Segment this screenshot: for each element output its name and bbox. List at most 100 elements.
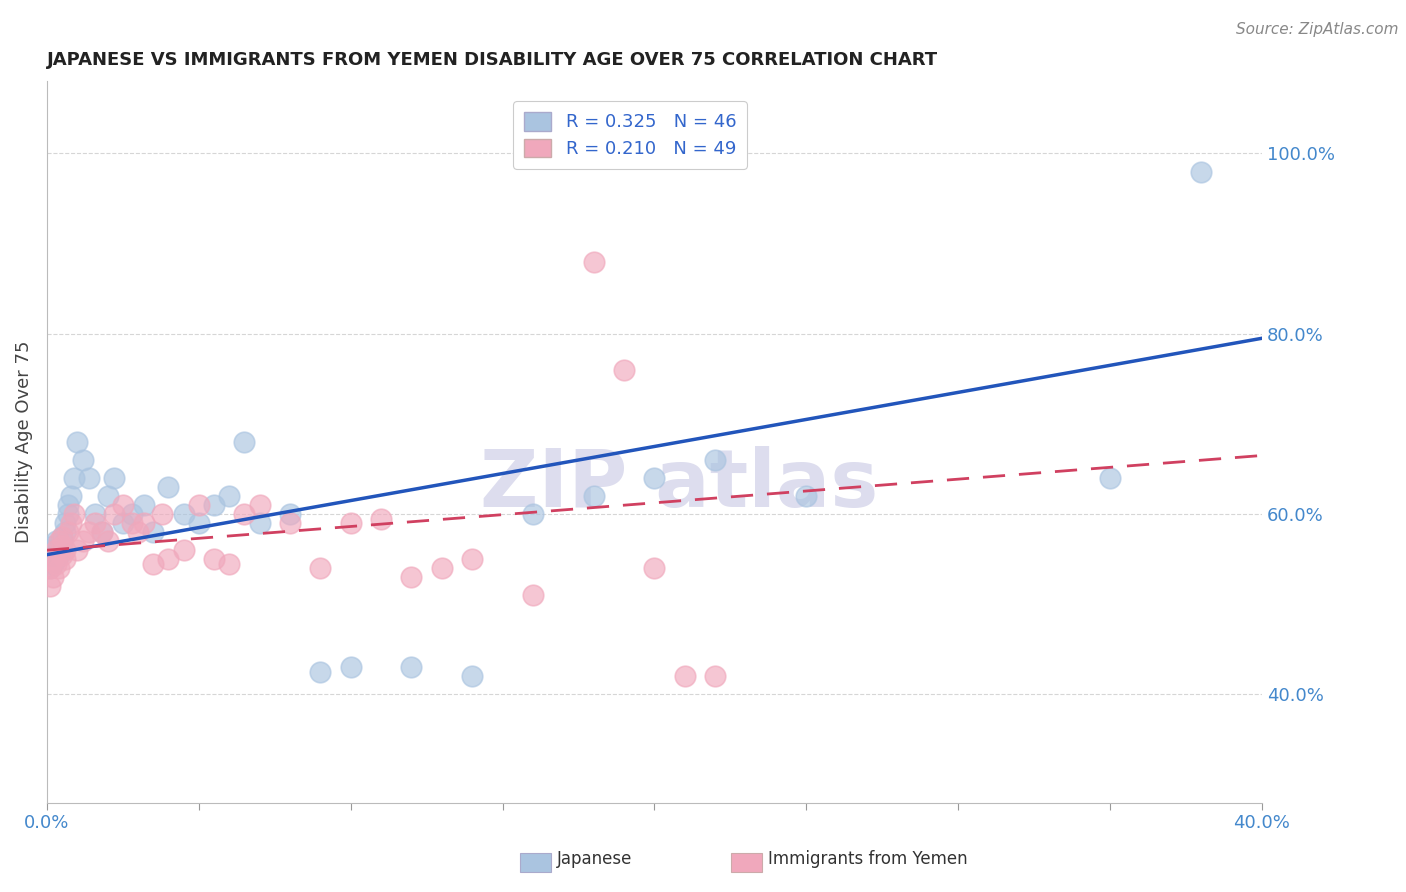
Point bbox=[45, 543, 67, 558]
Point bbox=[39, 561, 62, 575]
Text: Japanese: Japanese bbox=[557, 850, 633, 868]
Point bbox=[461, 669, 484, 683]
Point bbox=[45, 534, 67, 549]
Point bbox=[522, 588, 544, 602]
Point bbox=[79, 525, 101, 540]
Point bbox=[643, 561, 665, 575]
Point bbox=[84, 516, 107, 530]
Point bbox=[60, 489, 83, 503]
Point bbox=[309, 561, 332, 575]
Point bbox=[218, 489, 240, 503]
Point bbox=[339, 660, 361, 674]
Point bbox=[97, 534, 120, 549]
Point bbox=[56, 498, 79, 512]
Point bbox=[72, 453, 94, 467]
Point bbox=[53, 516, 76, 530]
Point bbox=[103, 471, 125, 485]
Text: JAPANESE VS IMMIGRANTS FROM YEMEN DISABILITY AGE OVER 75 CORRELATION CHART: JAPANESE VS IMMIGRANTS FROM YEMEN DISABI… bbox=[46, 51, 938, 69]
Point bbox=[173, 507, 195, 521]
Point bbox=[1189, 164, 1212, 178]
Point bbox=[63, 507, 86, 521]
Point bbox=[45, 552, 67, 566]
Point bbox=[173, 543, 195, 558]
Point bbox=[39, 561, 62, 575]
Point bbox=[42, 539, 65, 553]
Point bbox=[132, 516, 155, 530]
Point bbox=[103, 507, 125, 521]
Point bbox=[613, 363, 636, 377]
Point bbox=[51, 539, 73, 553]
Point bbox=[704, 669, 727, 683]
Point bbox=[582, 254, 605, 268]
Point bbox=[430, 561, 453, 575]
Point bbox=[202, 552, 225, 566]
Point bbox=[121, 507, 143, 521]
Point bbox=[45, 557, 67, 571]
Point bbox=[63, 471, 86, 485]
Point bbox=[704, 453, 727, 467]
Point bbox=[48, 548, 70, 562]
Point bbox=[401, 570, 423, 584]
Point bbox=[157, 552, 180, 566]
Point bbox=[48, 543, 70, 558]
Point bbox=[51, 548, 73, 562]
Point bbox=[51, 530, 73, 544]
Point bbox=[1098, 471, 1121, 485]
Point bbox=[39, 543, 62, 558]
Point bbox=[249, 498, 271, 512]
Point bbox=[66, 434, 89, 449]
Point bbox=[401, 660, 423, 674]
Point bbox=[90, 525, 112, 540]
Point bbox=[90, 525, 112, 540]
Point bbox=[56, 507, 79, 521]
Point bbox=[278, 507, 301, 521]
Point bbox=[582, 489, 605, 503]
Y-axis label: Disability Age Over 75: Disability Age Over 75 bbox=[15, 341, 32, 543]
Point bbox=[97, 489, 120, 503]
Text: Source: ZipAtlas.com: Source: ZipAtlas.com bbox=[1236, 22, 1399, 37]
Point bbox=[673, 669, 696, 683]
Point bbox=[66, 543, 89, 558]
Point bbox=[42, 570, 65, 584]
Point bbox=[51, 530, 73, 544]
Point bbox=[53, 543, 76, 558]
Text: ZIP atlas: ZIP atlas bbox=[479, 446, 877, 524]
Point bbox=[461, 552, 484, 566]
Point bbox=[111, 516, 134, 530]
Point bbox=[79, 471, 101, 485]
Point bbox=[278, 516, 301, 530]
Point bbox=[187, 516, 209, 530]
Point bbox=[132, 498, 155, 512]
Point bbox=[42, 552, 65, 566]
Point bbox=[309, 665, 332, 679]
Point bbox=[142, 525, 165, 540]
Point bbox=[84, 507, 107, 521]
Point bbox=[39, 579, 62, 593]
Point bbox=[233, 507, 256, 521]
Point bbox=[48, 561, 70, 575]
Point bbox=[643, 471, 665, 485]
Point bbox=[794, 489, 817, 503]
Point bbox=[56, 525, 79, 540]
Point bbox=[53, 525, 76, 540]
Legend: R = 0.325   N = 46, R = 0.210   N = 49: R = 0.325 N = 46, R = 0.210 N = 49 bbox=[513, 101, 747, 169]
Point bbox=[72, 534, 94, 549]
Point bbox=[233, 434, 256, 449]
Point bbox=[157, 480, 180, 494]
Point bbox=[150, 507, 173, 521]
Text: Immigrants from Yemen: Immigrants from Yemen bbox=[768, 850, 967, 868]
Point bbox=[370, 511, 392, 525]
Point bbox=[202, 498, 225, 512]
Point bbox=[53, 552, 76, 566]
Point bbox=[339, 516, 361, 530]
Point bbox=[127, 525, 149, 540]
Point bbox=[111, 498, 134, 512]
Point bbox=[42, 557, 65, 571]
Point bbox=[48, 534, 70, 549]
Point bbox=[142, 557, 165, 571]
Point bbox=[249, 516, 271, 530]
Point bbox=[218, 557, 240, 571]
Point bbox=[60, 516, 83, 530]
Point bbox=[187, 498, 209, 512]
Point bbox=[522, 507, 544, 521]
